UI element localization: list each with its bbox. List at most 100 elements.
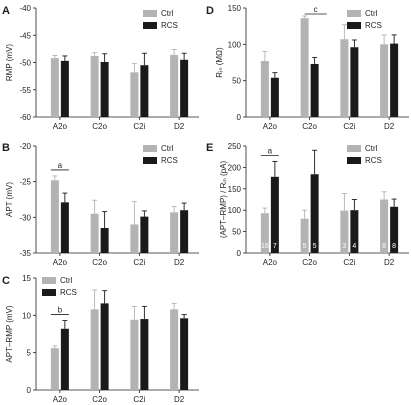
panel-e-y-tick-label: 0 bbox=[237, 249, 242, 258]
panel-a-x-tick-label: D2 bbox=[174, 122, 185, 131]
panel-d-bar-ctrl bbox=[340, 39, 349, 117]
panel-c-bar-ctrl bbox=[130, 319, 139, 390]
panel-b-y-tick-label: -20 bbox=[19, 142, 31, 151]
panel-a-legend-label-ctrl: Ctrl bbox=[161, 9, 174, 18]
panel-b-bar-ctrl bbox=[90, 213, 99, 253]
panel-e-y-tick-label: 200 bbox=[228, 163, 242, 172]
panel-e-y-tick-label: 50 bbox=[232, 228, 241, 237]
panel-c-y-tick-label: 10 bbox=[22, 311, 31, 320]
panel-a-bar-rcs bbox=[60, 60, 69, 117]
panel-d-y-tick-label: 100 bbox=[228, 40, 242, 49]
panel-d-bar-rcs bbox=[310, 63, 319, 117]
panel-a-legend-label-rcs: RCS bbox=[161, 21, 178, 30]
panel-c-x-tick-label: D2 bbox=[174, 395, 185, 404]
panel-b-bar-rcs bbox=[140, 216, 149, 253]
panel-d-sig-label: c bbox=[314, 5, 318, 14]
panel-d-bar-ctrl bbox=[300, 18, 309, 118]
panel-a-x-tick-label: C2i bbox=[133, 122, 145, 131]
panel-c-x-tick-label: A2o bbox=[53, 395, 68, 404]
panel-c-bar-ctrl bbox=[50, 348, 59, 390]
panel-b-bar-ctrl bbox=[50, 180, 59, 253]
panel-e-x-tick-label: C2i bbox=[343, 258, 355, 267]
panel-d-bar-rcs bbox=[390, 43, 399, 117]
panel-b-legend-swatch-rcs bbox=[143, 157, 157, 164]
panel-d-y-tick-label: 50 bbox=[232, 77, 241, 86]
panel-b-bar-rcs bbox=[180, 210, 189, 253]
panel-a-y-tick-label: -50 bbox=[19, 59, 31, 68]
panel-d-x-tick-label: C2i bbox=[343, 122, 355, 131]
panel-e-n-label-ctrl: 3 bbox=[342, 243, 346, 250]
panel-c-y-tick-label: 0 bbox=[27, 386, 32, 395]
panel-d-x-tick-label: A2o bbox=[263, 122, 278, 131]
panel-e-letter: E bbox=[206, 142, 213, 154]
panel-a-bar-rcs bbox=[140, 65, 149, 117]
panel-d-bar-rcs bbox=[350, 47, 359, 117]
panel-a-ylabel: RMP (mV) bbox=[5, 44, 14, 82]
panel-c-x-tick-label: C2o bbox=[92, 395, 107, 404]
panel-a-letter: A bbox=[2, 5, 10, 17]
panel-e-y-tick-label: 250 bbox=[228, 142, 242, 151]
panel-e-bar-ctrl bbox=[300, 218, 309, 253]
panel-e-legend-swatch-rcs bbox=[347, 157, 361, 164]
panel-e-bar-ctrl bbox=[260, 213, 269, 253]
panel-c-x-tick-label: C2i bbox=[133, 395, 145, 404]
panel-a-x-tick-label: C2o bbox=[92, 122, 107, 131]
panel-d-y-tick-label: 150 bbox=[228, 4, 242, 13]
panel-d-bar-ctrl bbox=[380, 44, 389, 118]
panel-e-ylabel: (APT–RMP) / Rᵢₙ (pA) bbox=[219, 160, 228, 238]
panel-d-legend-swatch-rcs bbox=[347, 22, 361, 29]
panel-a-y-tick-label: -60 bbox=[19, 113, 31, 122]
panel-c-bar-rcs bbox=[100, 303, 109, 390]
panel-c-y-tick-label: 15 bbox=[22, 274, 31, 283]
panel-c-ylabel: APT–RMP (mV) bbox=[5, 305, 14, 363]
panel-e-n-label-ctrl: 16 bbox=[261, 243, 269, 250]
panel-e-n-label-rcs: 4 bbox=[352, 243, 356, 250]
panel-e-n-label-rcs: 7 bbox=[273, 243, 277, 250]
panel-e-legend-label-ctrl: Ctrl bbox=[365, 144, 378, 153]
panel-a-legend-swatch-rcs bbox=[143, 22, 157, 29]
panel-a-bar-rcs bbox=[100, 61, 109, 117]
panel-b-x-tick-label: C2i bbox=[133, 258, 145, 267]
panel-a-bar-ctrl bbox=[130, 72, 139, 117]
panel-c-sig-label: b bbox=[58, 306, 63, 315]
panel-c-bar-rcs bbox=[60, 328, 69, 390]
panel-b-letter: B bbox=[2, 142, 10, 154]
panel-b-y-tick-label: -35 bbox=[19, 249, 31, 258]
panel-c-letter: C bbox=[2, 275, 10, 287]
panel-e-n-label-rcs: 5 bbox=[313, 243, 317, 250]
panel-c-legend-label-ctrl: Ctrl bbox=[60, 276, 73, 285]
panel-b-bar-rcs bbox=[100, 228, 109, 253]
panel-e-bar-ctrl bbox=[380, 199, 389, 253]
panel-e-bar-rcs bbox=[310, 174, 319, 253]
panel-a-y-tick-label: -45 bbox=[19, 31, 31, 40]
panel-b-y-tick-label: -30 bbox=[19, 213, 31, 222]
panel-e-x-tick-label: D2 bbox=[384, 258, 395, 267]
panel-e-y-tick-label: 100 bbox=[228, 206, 242, 215]
panel-e-sig-label: a bbox=[268, 146, 273, 155]
panel-c-legend-swatch-ctrl bbox=[42, 277, 56, 284]
panel-a-bar-ctrl bbox=[90, 55, 99, 117]
panel-b-sig-label: a bbox=[58, 161, 63, 170]
panel-b-y-tick-label: -25 bbox=[19, 178, 31, 187]
panel-d-legend-swatch-ctrl bbox=[347, 10, 361, 17]
panel-d-bar-ctrl bbox=[260, 61, 269, 117]
panel-a-legend-swatch-ctrl bbox=[143, 10, 157, 17]
panel-a-bar-ctrl bbox=[50, 58, 59, 117]
panel-e-bar-ctrl bbox=[340, 210, 349, 253]
panel-b-legend-swatch-ctrl bbox=[143, 145, 157, 152]
panel-d-ylabel: Rᵢₙ (MΩ) bbox=[215, 47, 224, 78]
panel-e-bar-rcs bbox=[270, 176, 279, 253]
panel-b-legend-label-rcs: RCS bbox=[161, 156, 178, 165]
panel-b-x-tick-label: D2 bbox=[174, 258, 185, 267]
panel-e-x-tick-label: A2o bbox=[263, 258, 278, 267]
panel-c-legend-swatch-rcs bbox=[42, 289, 56, 296]
panel-c-bar-rcs bbox=[180, 318, 189, 390]
panel-a-y-tick-label: -40 bbox=[19, 4, 31, 13]
panel-e-n-label-ctrl: 8 bbox=[382, 243, 386, 250]
panel-c-legend-label-rcs: RCS bbox=[60, 288, 77, 297]
panel-b-legend-label-ctrl: Ctrl bbox=[161, 144, 174, 153]
panel-e-legend-swatch-ctrl bbox=[347, 145, 361, 152]
panel-d-legend-label-ctrl: Ctrl bbox=[365, 9, 378, 18]
panel-d-x-tick-label: C2o bbox=[302, 122, 317, 131]
